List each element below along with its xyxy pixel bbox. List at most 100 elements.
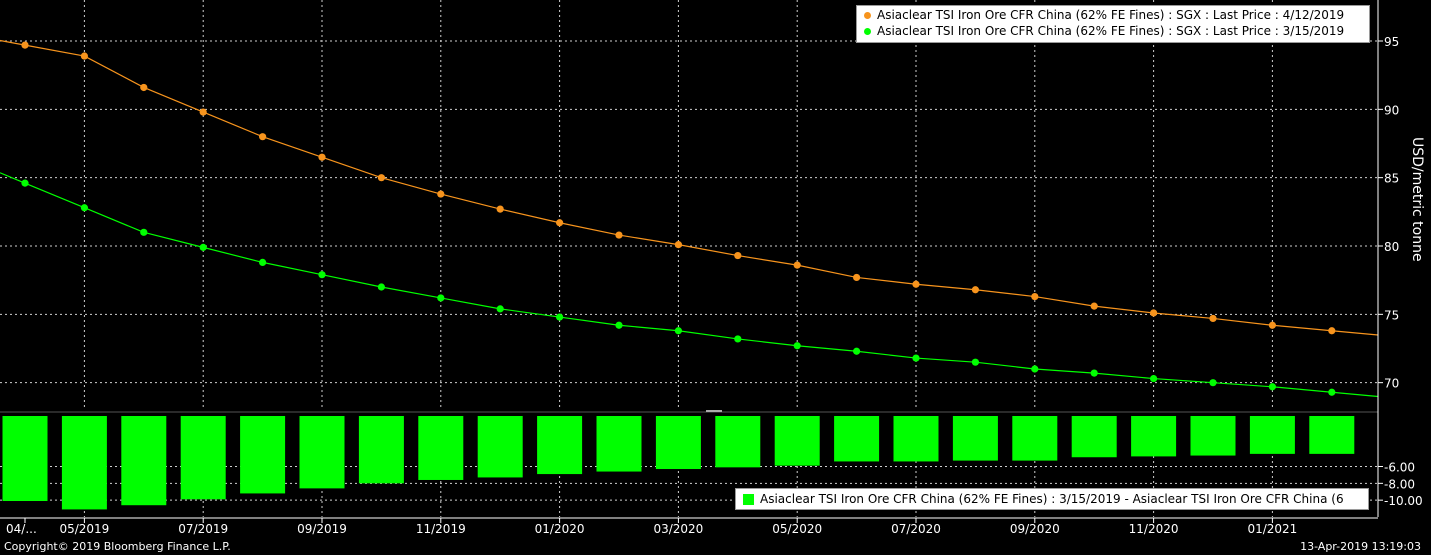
main-plot-bg bbox=[0, 0, 1378, 410]
green-dot-icon bbox=[864, 27, 871, 35]
last-price-point bbox=[496, 205, 504, 213]
y-axis-label: USD/metric tonne bbox=[1409, 137, 1425, 262]
diff-bar bbox=[834, 416, 880, 462]
prior-price-point bbox=[318, 271, 326, 279]
last-price-point bbox=[140, 83, 148, 92]
diff-bar bbox=[1012, 416, 1058, 461]
x-tick-label: 05/2019 bbox=[59, 522, 109, 536]
prior-price-point bbox=[140, 228, 148, 236]
y-axis-ticks: 70 75 80 85 90 95 -6.00 -8.00 -10.00 bbox=[1377, 0, 1423, 517]
prior-price-point bbox=[734, 335, 742, 343]
prior-price-point bbox=[615, 321, 623, 329]
last-price-point bbox=[259, 133, 267, 141]
last-price-point bbox=[1209, 314, 1217, 323]
x-tick-label: 11/2019 bbox=[416, 522, 466, 536]
diff-bar bbox=[2, 416, 48, 502]
last-price-point bbox=[1328, 327, 1336, 335]
orange-dot-icon bbox=[864, 11, 871, 19]
legend-bottom: Asiaclear TSI Iron Ore CFR China (62% FE… bbox=[735, 488, 1369, 510]
sub-y-tick-label: -6.00 bbox=[1384, 461, 1415, 475]
last-price-point bbox=[912, 280, 920, 288]
x-tick-label: 07/2020 bbox=[891, 522, 941, 536]
y-tick-label: 95 bbox=[1384, 35, 1399, 49]
diff-bar bbox=[893, 416, 939, 462]
diff-bar bbox=[774, 416, 820, 466]
diff-bar bbox=[537, 416, 583, 475]
last-price-point bbox=[21, 41, 29, 49]
last-price-point bbox=[199, 108, 207, 116]
sub-y-tick-label: -10.00 bbox=[1384, 494, 1423, 508]
x-tick-label: 04/... bbox=[6, 522, 37, 536]
last-price-point bbox=[377, 174, 385, 182]
prior-price-point bbox=[259, 258, 267, 266]
diff-bar bbox=[952, 416, 998, 461]
diff-bar bbox=[61, 416, 107, 510]
last-price-point bbox=[674, 241, 683, 249]
prior-price-point bbox=[199, 243, 207, 251]
prior-price-point bbox=[912, 354, 920, 362]
diff-bar bbox=[358, 416, 404, 484]
price-lines bbox=[0, 39, 1379, 398]
prior-price-point bbox=[853, 347, 861, 355]
x-tick-label: 03/2020 bbox=[653, 522, 703, 536]
prior-price-point bbox=[1328, 388, 1336, 396]
diff-bar bbox=[240, 416, 286, 494]
last-price-point bbox=[1031, 292, 1039, 301]
main-grid bbox=[0, 0, 1378, 410]
last-price-point bbox=[556, 219, 564, 227]
legend-top: Asiaclear TSI Iron Ore CFR China (62% FE… bbox=[856, 5, 1370, 43]
prior-price-point bbox=[1090, 369, 1098, 377]
prior-price-point bbox=[80, 204, 88, 212]
x-tick-label: 09/2019 bbox=[297, 522, 347, 536]
prior-price-point bbox=[674, 327, 683, 335]
last-price-point bbox=[734, 251, 742, 260]
last-price-point bbox=[1090, 302, 1098, 310]
diff-bar bbox=[596, 416, 642, 472]
diff-bar bbox=[477, 416, 523, 478]
last-price-point bbox=[615, 231, 623, 239]
x-tick-label: 07/2019 bbox=[178, 522, 228, 536]
y-tick-label: 80 bbox=[1384, 240, 1399, 254]
last-price-point bbox=[437, 190, 445, 198]
x-tick-label: 01/2020 bbox=[535, 522, 585, 536]
diff-bar bbox=[1071, 416, 1117, 458]
legend-item-prior: Asiaclear TSI Iron Ore CFR China (62% FE… bbox=[861, 23, 1365, 39]
prior-price-point bbox=[1150, 374, 1158, 383]
diff-bar bbox=[1190, 416, 1236, 456]
prior-price-point bbox=[1268, 383, 1276, 391]
diff-bar bbox=[1309, 416, 1355, 454]
y-tick-label: 75 bbox=[1384, 308, 1399, 322]
copyright-text: Copyright© 2019 Bloomberg Finance L.P. bbox=[4, 540, 231, 553]
y-tick-label: 70 bbox=[1384, 377, 1399, 391]
diff-bar bbox=[299, 416, 345, 489]
legend-label-diff: Asiaclear TSI Iron Ore CFR China (62% FE… bbox=[760, 492, 1344, 506]
x-tick-label: 05/2020 bbox=[772, 522, 822, 536]
sub-y-tick-label: -8.00 bbox=[1384, 477, 1415, 491]
last-price-point bbox=[853, 273, 861, 282]
diff-bar bbox=[121, 416, 167, 506]
diff-bar bbox=[715, 416, 761, 468]
difference-bars bbox=[2, 416, 1355, 510]
diff-bar bbox=[1249, 416, 1295, 454]
x-tick-label: 09/2020 bbox=[1010, 522, 1060, 536]
prior-price-point bbox=[437, 294, 445, 302]
diff-bar bbox=[180, 416, 226, 500]
prior-price-point bbox=[1209, 379, 1217, 387]
prior-price-point bbox=[793, 342, 801, 350]
x-tick-label: 11/2020 bbox=[1129, 522, 1179, 536]
last-price-point bbox=[793, 261, 801, 269]
x-axis-ticks: 04/... 05/2019 07/2019 09/2019 11/2019 01/202… bbox=[0, 517, 1378, 536]
prior-price-point bbox=[1031, 365, 1039, 373]
last-price-point bbox=[318, 153, 326, 161]
prior-price-point bbox=[556, 313, 564, 321]
y-tick-label: 85 bbox=[1384, 172, 1399, 186]
last-price-point bbox=[971, 286, 980, 294]
prior-price-point bbox=[971, 358, 980, 366]
diff-bar bbox=[1131, 416, 1177, 457]
last-price-point bbox=[1150, 309, 1158, 317]
legend-label-2: Asiaclear TSI Iron Ore CFR China (62% FE… bbox=[877, 24, 1345, 38]
legend-item-last-price: Asiaclear TSI Iron Ore CFR China (62% FE… bbox=[861, 7, 1365, 23]
legend-label-1: Asiaclear TSI Iron Ore CFR China (62% FE… bbox=[877, 8, 1345, 22]
last-price-point bbox=[80, 52, 88, 60]
